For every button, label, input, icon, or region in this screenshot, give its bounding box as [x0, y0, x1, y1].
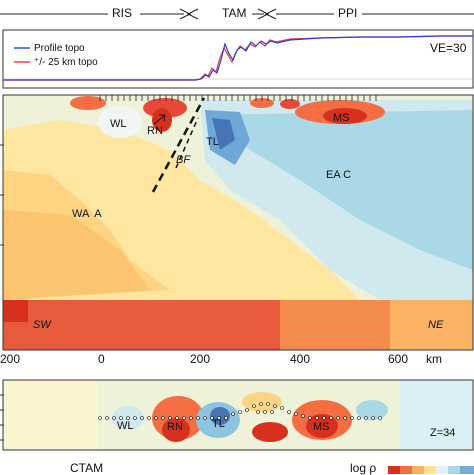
lower-label-wl: WL: [117, 420, 134, 432]
label-sw: SW: [33, 319, 51, 331]
main-section: [0, 94, 474, 351]
x-tick-200: 200: [190, 352, 211, 366]
region-label-ris: RIS: [112, 6, 133, 20]
x-tick-400: 400: [290, 352, 311, 366]
label-waa: WA A: [72, 208, 102, 220]
lower-label-ms: MS: [313, 421, 330, 433]
x-tick-0: 0: [98, 352, 105, 366]
vertical-exaggeration: VE=30: [430, 41, 467, 55]
label-eac: EA C: [326, 169, 352, 181]
lower-section: [0, 379, 474, 451]
label-rn: RN: [147, 125, 163, 137]
label-wl: WL: [110, 118, 127, 130]
x-unit-km: km: [426, 352, 442, 366]
lower-label-tl: TL: [212, 418, 225, 430]
x-tick-200-left: 200: [0, 352, 21, 366]
legend-profile-topo: Profile topo: [34, 43, 85, 54]
x-tick-600: 600: [388, 352, 409, 366]
topo-panel: [2, 29, 474, 89]
label-ne: NE: [428, 319, 444, 331]
footer-log-rho: log ρ: [350, 461, 377, 475]
lower-label-rn: RN: [167, 421, 183, 433]
label-bf: BF: [176, 154, 191, 166]
region-label-tam: TAM: [222, 6, 247, 20]
footer-ctam: CTAM: [70, 461, 104, 475]
label-tl: TL: [206, 136, 219, 148]
lower-z-label: Z=34: [430, 427, 456, 439]
legend-offset-topo: ⁺/- 25 km topo: [34, 57, 98, 68]
colorbar: [388, 466, 474, 474]
region-label-ppi: PPI: [338, 6, 358, 20]
label-ms: MS: [333, 112, 350, 124]
